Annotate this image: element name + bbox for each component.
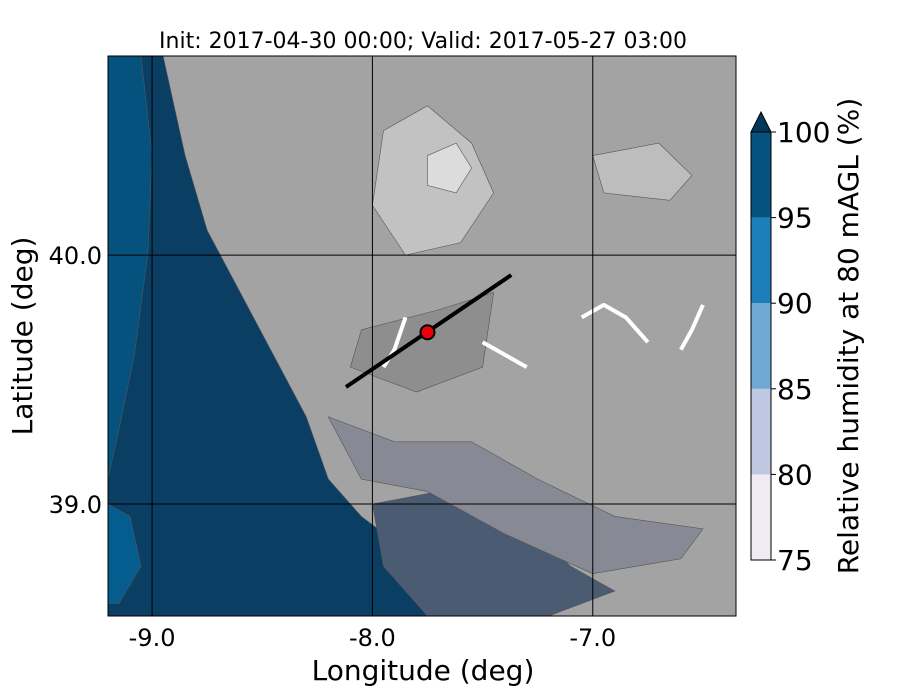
colorbar-tick-label-1: 80 [777, 458, 813, 491]
colorbar: 75 80 85 90 95 100 Relative humidity at 80 mA… [750, 98, 865, 577]
colorbar-tick-label-2: 85 [777, 373, 813, 406]
plot-frame [107, 55, 737, 617]
humidity-region-1 [108, 56, 153, 480]
colorbar-level-0 [751, 474, 771, 560]
colorbar-level-3 [751, 217, 771, 304]
y-tick-label-1: 39.0 [49, 491, 102, 519]
river-2 [481, 340, 528, 369]
colorbar-tick-label-4: 95 [777, 202, 813, 235]
chart-title: Init: 2017-04-30 00:00; Valid: 2017-05-2… [159, 29, 687, 54]
humidity-region-8 [350, 292, 494, 393]
colorbar-tick-label-3: 90 [777, 287, 813, 320]
colorbar-level-2 [751, 303, 771, 389]
colorbar-level-1 [751, 388, 771, 475]
humidity-region-2 [108, 503, 142, 604]
x-tick-label-2: -7.0 [569, 624, 616, 652]
x-tick-label-0: -9.0 [129, 624, 176, 652]
colorbar-level-4 [751, 132, 771, 218]
colorbar-frame [750, 131, 772, 561]
river-3 [679, 304, 705, 351]
colorbar-levels [751, 132, 771, 560]
lat-lon-gridlines [108, 56, 736, 616]
humidity-field [108, 56, 704, 616]
colorbar-tick-label-5: 100 [777, 116, 830, 149]
plot-area [107, 55, 737, 617]
y-axis-ticks: 40.0 39.0 [49, 242, 102, 519]
colorbar-ticks: 75 80 85 90 95 100 [771, 116, 830, 577]
colorbar-tick-label-0: 75 [777, 544, 813, 577]
x-axis-ticks: -9.0 -8.0 -7.0 [129, 624, 617, 652]
colorbar-label: Relative humidity at 80 mAGL (%) [832, 98, 865, 575]
humidity-region-6 [427, 142, 472, 194]
y-axis-label: Latitude (deg) [6, 237, 39, 436]
colorbar-extend-arrow [750, 110, 772, 133]
y-tick-label-0: 40.0 [49, 242, 102, 270]
site-marker [419, 324, 436, 341]
x-tick-label-1: -8.0 [349, 624, 396, 652]
humidity-region-4 [327, 416, 704, 574]
x-axis-label: Longitude (deg) [312, 654, 535, 687]
humidity-region-7 [592, 142, 693, 201]
